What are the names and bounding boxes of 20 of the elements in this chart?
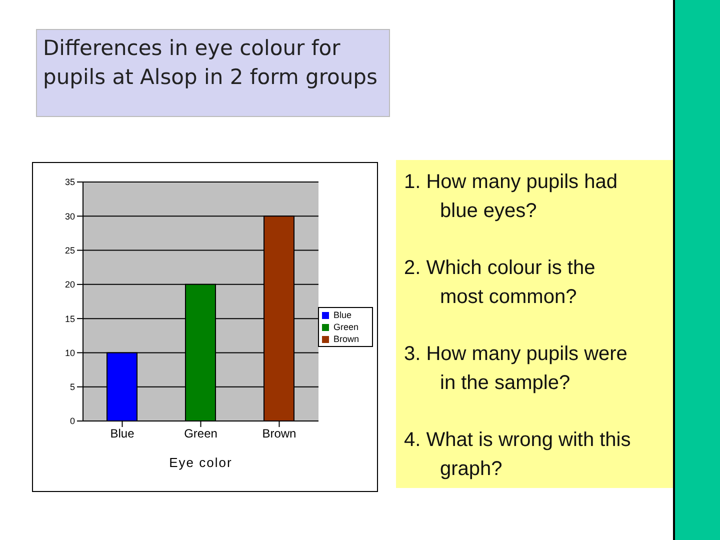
legend-label: Blue bbox=[333, 310, 352, 320]
x-axis-title: Eye color bbox=[169, 455, 232, 470]
legend-label: Brown bbox=[333, 334, 359, 344]
x-tick-label: Green bbox=[184, 426, 218, 441]
text: 1. How many pupils had blue eyes? bbox=[404, 170, 618, 224]
y-tick-label: 15 bbox=[64, 314, 75, 324]
y-tick-label: 0 bbox=[70, 416, 75, 426]
y-tick-label: 5 bbox=[70, 382, 75, 392]
text: 3. How many pupils were in the sample? bbox=[404, 342, 628, 396]
chart-title: Differences in eye colour for pupils at Alsop in 2 form groups bbox=[36, 29, 390, 117]
y-tick-label: 35 bbox=[64, 177, 75, 188]
y-tick-label: 10 bbox=[64, 348, 75, 358]
y-tick-label: 20 bbox=[64, 280, 75, 290]
y-tick-label: 25 bbox=[64, 245, 75, 256]
text: 2. Which colour is the most common? bbox=[404, 256, 596, 310]
y-tick-label: 30 bbox=[64, 211, 75, 222]
text: 4. What is wrong with this graph? bbox=[404, 428, 632, 482]
x-tick-label: Brown bbox=[262, 426, 296, 441]
legend-label: Green bbox=[333, 322, 358, 332]
x-tick-label: Blue bbox=[110, 426, 135, 441]
